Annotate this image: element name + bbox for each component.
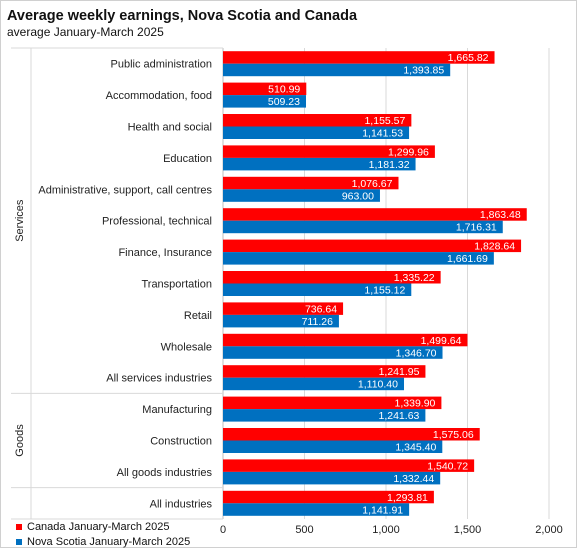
category-label-health-and-social: Health and social — [128, 122, 212, 134]
data-label-nova-scotia-all-services-industries: 1,110.40 — [358, 379, 398, 391]
data-label-canada-manufacturing: 1,339.90 — [395, 398, 436, 410]
data-label-canada-education: 1,299.96 — [388, 146, 429, 158]
bar-canada-finance-insurance — [223, 239, 522, 253]
data-label-nova-scotia-public-administration: 1,393.85 — [403, 65, 444, 77]
bar-nova-scotia-all-services-industries — [223, 377, 404, 391]
category-label-professional-technical: Professional, technical — [102, 216, 212, 228]
legend-item-nova-scotia: Nova Scotia January-March 2025 — [16, 534, 190, 549]
bar-canada-professional-technical — [223, 208, 527, 221]
x-tick-label: 500 — [295, 524, 313, 536]
data-label-canada-construction: 1,575.06 — [433, 429, 474, 441]
data-label-canada-accommodation-food: 510.99 — [268, 84, 300, 96]
chart-subtitle: average January-March 2025 — [7, 25, 164, 39]
bar-nova-scotia-education — [223, 157, 416, 171]
category-label-wholesale: Wholesale — [161, 341, 212, 353]
bar-nova-scotia-health-and-social — [223, 126, 410, 139]
category-label-retail: Retail — [184, 310, 212, 322]
data-label-canada-public-administration: 1,665.82 — [448, 52, 489, 64]
data-label-canada-finance-insurance: 1,828.64 — [474, 241, 515, 253]
bar-canada-retail — [223, 302, 344, 315]
bar-canada-all-industries — [223, 490, 434, 504]
data-label-nova-scotia-wholesale: 1,346.70 — [396, 347, 437, 359]
data-label-nova-scotia-transportation: 1,155.12 — [364, 285, 405, 297]
legend-swatch-nova-scotia — [16, 538, 22, 545]
bar-nova-scotia-professional-technical — [223, 220, 503, 234]
bar-canada-education — [223, 145, 435, 158]
bar-canada-manufacturing — [223, 396, 442, 410]
category-label-administrative-support-call-centres: Administrative, support, call centres — [38, 184, 212, 196]
data-label-canada-transportation: 1,335.22 — [394, 272, 435, 284]
bar-nova-scotia-all-industries — [223, 503, 410, 516]
x-tick-label: 1,000 — [372, 524, 400, 536]
bar-canada-health-and-social — [223, 114, 412, 127]
bar-nova-scotia-all-goods-industries — [223, 471, 441, 485]
category-label-education: Education — [163, 153, 212, 165]
data-label-nova-scotia-education: 1,181.32 — [369, 159, 410, 171]
bar-nova-scotia-retail — [223, 314, 339, 328]
data-label-canada-professional-technical: 1,863.48 — [480, 209, 521, 221]
x-tick-label: 1,500 — [454, 524, 482, 536]
bar-nova-scotia-construction — [223, 440, 443, 453]
data-label-canada-all-services-industries: 1,241.95 — [379, 366, 420, 378]
legend-swatch-canada — [16, 523, 22, 530]
data-label-canada-all-goods-industries: 1,540.72 — [427, 460, 468, 472]
bar-nova-scotia-manufacturing — [223, 409, 426, 422]
category-label-accommodation-food: Accommodation, food — [106, 90, 212, 102]
bar-canada-public-administration — [223, 51, 495, 64]
data-label-nova-scotia-accommodation-food: 509.23 — [268, 96, 300, 108]
group-label-goods: Goods — [14, 424, 26, 457]
bar-nova-scotia-finance-insurance — [223, 252, 494, 265]
bar-canada-administrative-support-call-centres — [223, 176, 399, 190]
data-label-nova-scotia-professional-technical: 1,716.31 — [456, 222, 497, 234]
data-label-nova-scotia-all-industries: 1,141.91 — [362, 504, 403, 516]
chart-legend: Canada January-March 2025 Nova Scotia Ja… — [16, 519, 190, 549]
data-label-nova-scotia-retail: 711.26 — [302, 316, 333, 328]
category-label-transportation: Transportation — [141, 279, 212, 291]
category-label-finance-insurance: Finance, Insurance — [118, 247, 212, 259]
group-label-services: Services — [14, 199, 26, 242]
data-label-canada-all-industries: 1,293.81 — [387, 492, 428, 504]
bar-nova-scotia-administrative-support-call-centres — [223, 189, 380, 202]
bar-nova-scotia-accommodation-food — [223, 95, 307, 108]
data-label-nova-scotia-finance-insurance: 1,661.69 — [447, 253, 488, 265]
category-label-public-administration: Public administration — [111, 59, 213, 71]
bar-nova-scotia-transportation — [223, 283, 412, 296]
data-label-nova-scotia-administrative-support-call-centres: 963.00 — [342, 190, 374, 202]
legend-label-nova-scotia: Nova Scotia January-March 2025 — [27, 535, 191, 548]
bar-canada-transportation — [223, 271, 441, 284]
data-label-nova-scotia-all-goods-industries: 1,332.44 — [393, 473, 434, 485]
data-label-canada-wholesale: 1,499.64 — [421, 335, 462, 347]
bar-nova-scotia-wholesale — [223, 346, 443, 359]
bar-canada-accommodation-food — [223, 82, 307, 96]
data-label-canada-health-and-social: 1,155.57 — [364, 115, 405, 127]
bar-canada-all-services-industries — [223, 365, 426, 378]
x-tick-label: 2,000 — [535, 524, 563, 536]
data-label-canada-administrative-support-call-centres: 1,076.67 — [352, 178, 393, 190]
bar-canada-construction — [223, 428, 480, 441]
category-label-construction: Construction — [150, 436, 212, 448]
data-label-nova-scotia-manufacturing: 1,241.63 — [379, 410, 420, 422]
category-label-manufacturing: Manufacturing — [142, 404, 212, 416]
bar-canada-all-goods-industries — [223, 459, 475, 472]
data-label-nova-scotia-health-and-social: 1,141.53 — [362, 128, 403, 140]
chart-title: Average weekly earnings, Nova Scotia and… — [7, 8, 358, 24]
bar-nova-scotia-public-administration — [223, 63, 451, 77]
x-tick-label: 0 — [220, 524, 226, 536]
legend-item-canada: Canada January-March 2025 — [16, 519, 190, 534]
data-label-nova-scotia-construction: 1,345.40 — [395, 442, 436, 454]
bar-canada-wholesale — [223, 333, 468, 347]
data-label-canada-retail: 736.64 — [305, 303, 337, 315]
category-label-all-industries: All industries — [150, 498, 213, 510]
legend-label-canada: Canada January-March 2025 — [27, 520, 170, 533]
category-label-all-goods-industries: All goods industries — [117, 467, 213, 479]
category-label-all-services-industries: All services industries — [106, 373, 212, 385]
